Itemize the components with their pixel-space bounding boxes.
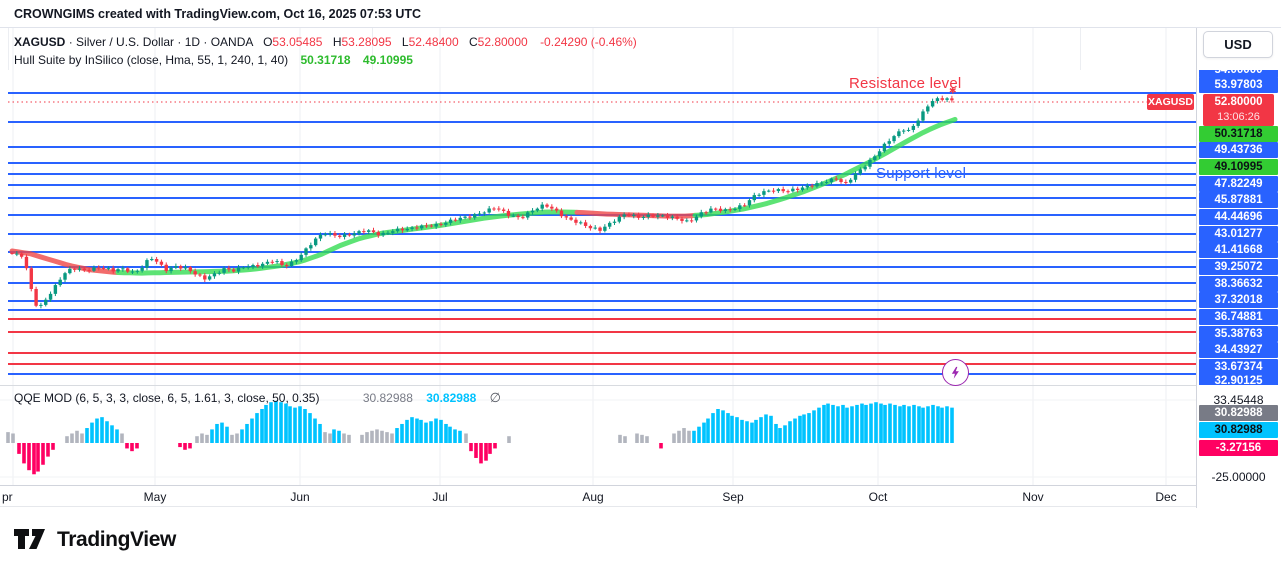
time-axis-label: Jun [290, 490, 310, 504]
tradingview-logo[interactable]: TradingView [14, 527, 176, 553]
time-axis-label: May [143, 490, 167, 504]
price-axis[interactable]: USD 52.80000 13:06:26 54.00000 53.97803 50… [1196, 28, 1281, 507]
time-axis-label: Nov [1022, 490, 1044, 504]
legend-divider [372, 28, 373, 70]
low-value: 52.48400 [408, 35, 459, 49]
price-axis-label: 30.82988 [1199, 405, 1278, 421]
price-axis-label: 32.90125 [1199, 373, 1278, 385]
time-axis-label: pr [2, 490, 13, 504]
time-axis-label: Jul [432, 490, 448, 504]
current-price: 52.80000 [1214, 96, 1263, 108]
price-axis-label: 50.31718 [1199, 126, 1278, 142]
price-axis-label: 49.43736 [1199, 142, 1278, 158]
price-axis-label: 33.45448 [1213, 393, 1264, 407]
tradingview-wordmark: TradingView [57, 528, 176, 551]
legend-divider [1080, 28, 1081, 70]
support-resistance-lines[interactable] [8, 92, 1196, 375]
price-axis-label: 35.38763 [1199, 326, 1278, 342]
price-axis-label: 45.87881 [1199, 192, 1278, 208]
tradingview-glyph-icon [14, 529, 45, 549]
price-chart-canvas[interactable]: ✱ [0, 28, 1196, 485]
high-value: 53.28095 [341, 35, 392, 49]
pane-divider[interactable] [0, 385, 1196, 386]
price-axis-label: 34.43927 [1199, 342, 1278, 358]
time-axis-label: Sep [722, 490, 744, 504]
symbol-name: XAGUSD [14, 35, 66, 49]
usd-button[interactable]: USD [1203, 31, 1273, 58]
time-axis-label: Oct [868, 490, 888, 504]
price-axis-label: 39.25072 [1199, 259, 1278, 275]
time-axis[interactable]: pr May Jun Jul Aug Sep Oct Nov Dec [0, 485, 1281, 508]
indicator-value-2: 49.10995 [362, 53, 413, 67]
price-axis-label: 53.97803 [1199, 77, 1278, 93]
price-axis-label: -25.00000 [1211, 470, 1266, 484]
legend-divider [8, 28, 9, 70]
open-label: O [263, 35, 273, 49]
clipped-axis-label: 54.00000 [1199, 70, 1278, 78]
qqe-indicator-name: QQE MOD (6, 5, 3, 3, close, 6, 5, 1.61, … [14, 391, 320, 405]
price-axis-label: 36.74881 [1199, 309, 1278, 325]
price-axis-label: 37.32018 [1199, 292, 1278, 308]
last-bar-marker: ✱ [949, 85, 957, 95]
price-axis-label: 49.10995 [1199, 159, 1278, 175]
high-label: H [332, 35, 342, 49]
symbol-meta: · Silver / U.S. Dollar · 1D · OANDA [68, 35, 253, 49]
time-axis-label: Dec [1155, 490, 1177, 504]
current-price-badge: 52.80000 13:06:26 [1203, 94, 1274, 126]
month-gridlines [0, 28, 1196, 485]
low-label: L [401, 35, 409, 49]
chart-legend: XAGUSD · Silver / U.S. Dollar · 1D · OAN… [14, 33, 637, 69]
price-line-symbol-badge: XAGUSD [1147, 94, 1194, 110]
price-axis-label: 44.44696 [1199, 209, 1278, 225]
time-axis-label: Aug [582, 490, 604, 504]
price-axis-label: -3.27156 [1199, 440, 1278, 456]
symbol-legend-row[interactable]: XAGUSD · Silver / U.S. Dollar · 1D · OAN… [14, 33, 637, 51]
qqe-value-2: 30.82988 [426, 391, 477, 405]
clipped-axis-label: 32.90125 [1199, 373, 1278, 385]
support-level-text[interactable]: Support level [876, 165, 967, 182]
header-bar: CROWNGIMS created with TradingView.com, … [0, 0, 1281, 28]
price-axis-label: 43.01277 [1199, 226, 1278, 242]
close-label: C [468, 35, 478, 49]
indicator-legend-row[interactable]: Hull Suite by InSilico (close, Hma, 55, … [14, 51, 637, 69]
price-axis-label: 38.36632 [1199, 276, 1278, 292]
indicator-name: Hull Suite by InSilico (close, Hma, 55, … [14, 53, 289, 67]
close-value: 52.80000 [477, 35, 528, 49]
bar-countdown: 13:06:26 [1217, 111, 1260, 123]
candlestick-series[interactable] [10, 95, 954, 309]
empty-value-icon[interactable]: ∅ [489, 390, 501, 405]
qqe-value-1: 30.82988 [362, 391, 413, 405]
hull-suite-band[interactable] [9, 116, 958, 276]
open-value: 53.05485 [272, 35, 323, 49]
price-axis-label: 54.00000 [1199, 70, 1278, 78]
price-axis-label: 30.82988 [1199, 422, 1278, 438]
snapshot-title: CROWNGIMS created with TradingView.com, … [14, 7, 422, 21]
flash-icon[interactable] [942, 359, 969, 386]
resistance-level-text[interactable]: Resistance level [849, 75, 962, 92]
price-axis-label: 47.82249 [1199, 176, 1278, 192]
qqe-histogram[interactable] [6, 400, 954, 475]
change-value: -0.24290 (-0.46%) [540, 35, 637, 49]
price-axis-label: 33.67374 [1199, 359, 1278, 375]
qqe-legend-row[interactable]: QQE MOD (6, 5, 3, 3, close, 6, 5, 1.61, … [14, 390, 501, 406]
price-axis-label: 41.41668 [1199, 242, 1278, 258]
indicator-value-1: 50.31718 [300, 53, 351, 67]
